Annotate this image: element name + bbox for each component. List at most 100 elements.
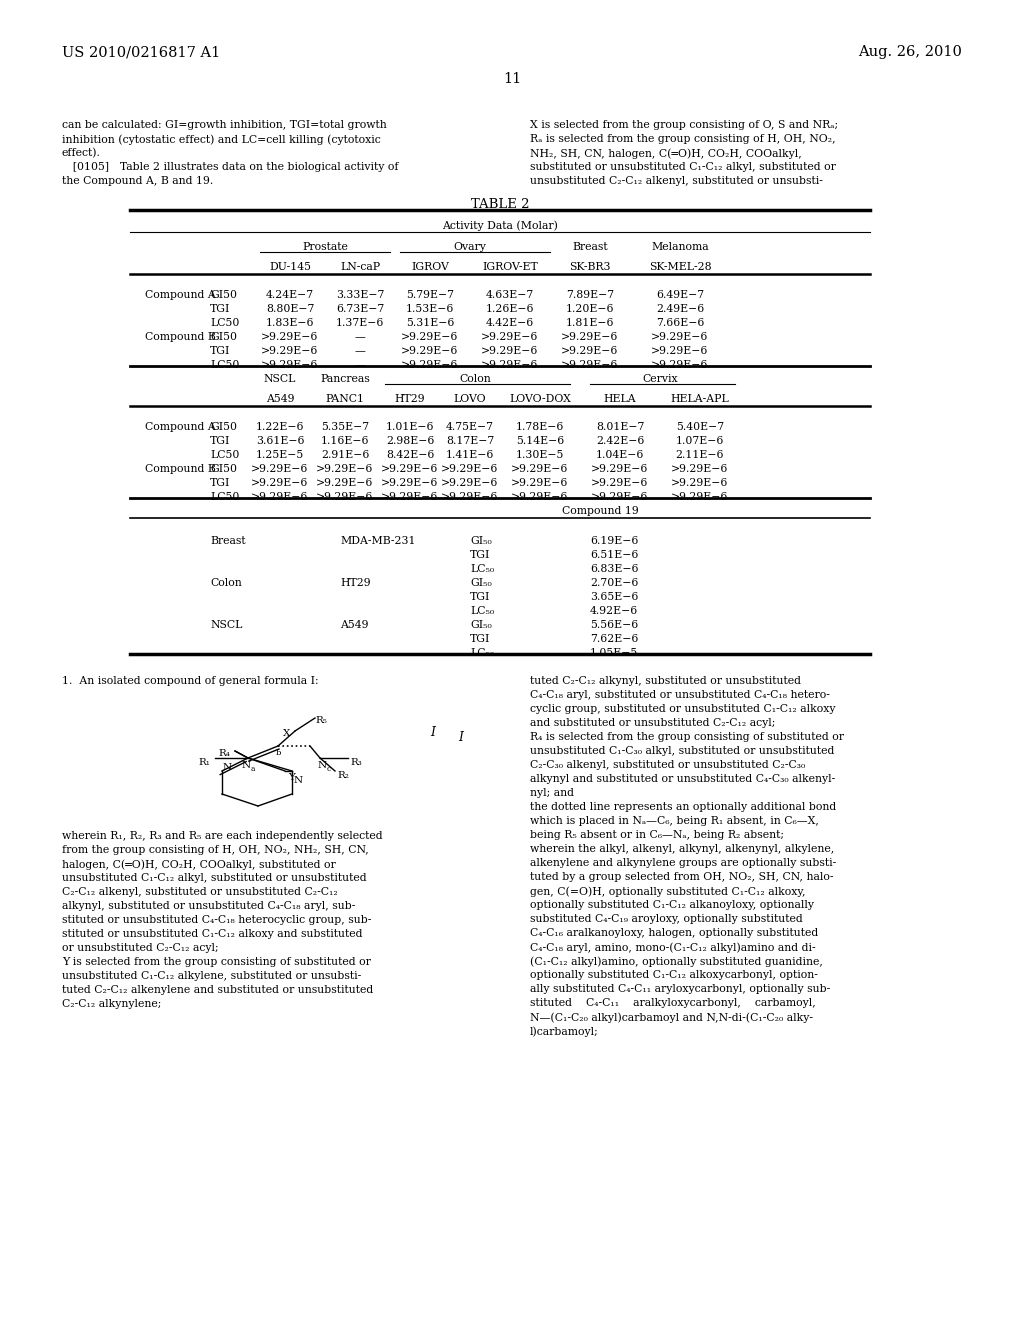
Text: 6.51E−6: 6.51E−6 bbox=[590, 550, 638, 560]
Text: TGI: TGI bbox=[210, 436, 230, 446]
Text: l)carbamoyl;: l)carbamoyl; bbox=[530, 1026, 599, 1036]
Text: LC50: LC50 bbox=[210, 318, 240, 327]
Text: >9.29E−6: >9.29E−6 bbox=[511, 478, 568, 488]
Text: 5.79E−7: 5.79E−7 bbox=[406, 290, 454, 300]
Text: C₄-C₁₈ aryl, substituted or unsubstituted C₄-C₁₈ hetero-: C₄-C₁₈ aryl, substituted or unsubstitute… bbox=[530, 690, 829, 700]
Text: 6.19E−6: 6.19E−6 bbox=[590, 536, 638, 546]
Text: Colon: Colon bbox=[210, 578, 242, 587]
Text: ally substituted C₄-C₁₁ aryloxycarbonyl, optionally sub-: ally substituted C₄-C₁₁ aryloxycarbonyl,… bbox=[530, 983, 830, 994]
Text: LC₅₀: LC₅₀ bbox=[470, 564, 495, 574]
Text: GI₅₀: GI₅₀ bbox=[470, 578, 492, 587]
Text: HT29: HT29 bbox=[394, 393, 425, 404]
Text: R₅: R₅ bbox=[315, 715, 327, 725]
Text: 4.24E−7: 4.24E−7 bbox=[266, 290, 314, 300]
Text: alkynyl and substituted or unsubstituted C₄-C₃₀ alkenyl-: alkynyl and substituted or unsubstituted… bbox=[530, 774, 836, 784]
Text: >9.29E−6: >9.29E−6 bbox=[481, 360, 539, 370]
Text: tuted C₂-C₁₂ alkynyl, substituted or unsubstituted: tuted C₂-C₁₂ alkynyl, substituted or uns… bbox=[530, 676, 801, 686]
Text: 4.92E−6: 4.92E−6 bbox=[590, 606, 638, 616]
Text: 2.70E−6: 2.70E−6 bbox=[590, 578, 638, 587]
Text: HT29: HT29 bbox=[340, 578, 371, 587]
Text: A549: A549 bbox=[266, 393, 294, 404]
Text: I: I bbox=[458, 731, 463, 744]
Text: tuted C₂-C₁₂ alkenylene and substituted or unsubstituted: tuted C₂-C₁₂ alkenylene and substituted … bbox=[62, 985, 374, 995]
Text: Compound B: Compound B bbox=[145, 333, 216, 342]
Text: >9.29E−6: >9.29E−6 bbox=[401, 333, 459, 342]
Text: nyl; and: nyl; and bbox=[530, 788, 574, 799]
Text: 11: 11 bbox=[503, 73, 521, 86]
Text: C₂-C₁₂ alkynylene;: C₂-C₁₂ alkynylene; bbox=[62, 999, 162, 1008]
Text: 3.65E−6: 3.65E−6 bbox=[590, 591, 638, 602]
Text: C₂-C₁₂ alkenyl, substituted or unsubstituted C₂-C₁₂: C₂-C₁₂ alkenyl, substituted or unsubstit… bbox=[62, 887, 338, 898]
Text: X is selected from the group consisting of O, S and NRₐ;: X is selected from the group consisting … bbox=[530, 120, 838, 129]
Text: 1.  An isolated compound of general formula I:: 1. An isolated compound of general formu… bbox=[62, 676, 318, 686]
Text: a: a bbox=[251, 766, 255, 774]
Text: 1.53E−6: 1.53E−6 bbox=[406, 304, 455, 314]
Text: TGI: TGI bbox=[210, 478, 230, 488]
Text: C₄-C₁₈ aryl, amino, mono-(C₁-C₁₂ alkyl)amino and di-: C₄-C₁₈ aryl, amino, mono-(C₁-C₁₂ alkyl)a… bbox=[530, 942, 816, 953]
Text: LC50: LC50 bbox=[210, 492, 240, 502]
Text: Colon: Colon bbox=[459, 374, 490, 384]
Text: >9.29E−6: >9.29E−6 bbox=[251, 478, 308, 488]
Text: Breast: Breast bbox=[572, 242, 608, 252]
Text: [0105] Table 2 illustrates data on the biological activity of: [0105] Table 2 illustrates data on the b… bbox=[62, 162, 398, 172]
Text: unsubstituted C₁-C₁₂ alkyl, substituted or unsubstituted: unsubstituted C₁-C₁₂ alkyl, substituted … bbox=[62, 873, 367, 883]
Text: optionally substituted C₁-C₁₂ alkoxycarbonyl, option-: optionally substituted C₁-C₁₂ alkoxycarb… bbox=[530, 970, 818, 979]
Text: HELA: HELA bbox=[604, 393, 636, 404]
Text: 4.75E−7: 4.75E−7 bbox=[446, 422, 494, 432]
Text: >9.29E−6: >9.29E−6 bbox=[561, 360, 618, 370]
Text: 8.80E−7: 8.80E−7 bbox=[266, 304, 314, 314]
Text: >9.29E−6: >9.29E−6 bbox=[591, 478, 648, 488]
Text: Compound B: Compound B bbox=[145, 465, 216, 474]
Text: C₂-C₃₀ alkenyl, substituted or unsubstituted C₂-C₃₀: C₂-C₃₀ alkenyl, substituted or unsubstit… bbox=[530, 760, 805, 770]
Text: 2.91E−6: 2.91E−6 bbox=[321, 450, 370, 459]
Text: >9.29E−6: >9.29E−6 bbox=[511, 492, 568, 502]
Text: tuted by a group selected from OH, NO₂, SH, CN, halo-: tuted by a group selected from OH, NO₂, … bbox=[530, 873, 834, 882]
Text: N: N bbox=[317, 762, 327, 770]
Text: >9.29E−6: >9.29E−6 bbox=[591, 492, 648, 502]
Text: 4.63E−7: 4.63E−7 bbox=[485, 290, 535, 300]
Text: substituted or unsubstituted C₁-C₁₂ alkyl, substituted or: substituted or unsubstituted C₁-C₁₂ alky… bbox=[530, 162, 836, 172]
Text: wherein the alkyl, alkenyl, alkynyl, alkenynyl, alkylene,: wherein the alkyl, alkenyl, alkynyl, alk… bbox=[530, 843, 835, 854]
Text: A549: A549 bbox=[340, 620, 369, 630]
Text: IGROV: IGROV bbox=[411, 261, 449, 272]
Text: (C₁-C₁₂ alkyl)amino, optionally substituted guanidine,: (C₁-C₁₂ alkyl)amino, optionally substitu… bbox=[530, 956, 823, 966]
Text: substituted C₄-C₁₉ aroyloxy, optionally substituted: substituted C₄-C₁₉ aroyloxy, optionally … bbox=[530, 913, 803, 924]
Text: GI₅₀: GI₅₀ bbox=[470, 536, 492, 546]
Text: R₁: R₁ bbox=[198, 758, 210, 767]
Text: 6.49E−7: 6.49E−7 bbox=[656, 290, 705, 300]
Text: 2.11E−6: 2.11E−6 bbox=[676, 450, 724, 459]
Text: —: — bbox=[354, 360, 366, 370]
Text: US 2010/0216817 A1: US 2010/0216817 A1 bbox=[62, 45, 220, 59]
Text: X: X bbox=[284, 729, 291, 738]
Text: 8.17E−7: 8.17E−7 bbox=[445, 436, 495, 446]
Text: stituted or unsubstituted C₄-C₁₈ heterocyclic group, sub-: stituted or unsubstituted C₄-C₁₈ heteroc… bbox=[62, 915, 372, 925]
Text: LC50: LC50 bbox=[210, 450, 240, 459]
Text: >9.29E−6: >9.29E−6 bbox=[441, 492, 499, 502]
Text: Cervix: Cervix bbox=[642, 374, 678, 384]
Text: 4.42E−6: 4.42E−6 bbox=[485, 318, 535, 327]
Text: LN-caP: LN-caP bbox=[340, 261, 380, 272]
Text: PANC1: PANC1 bbox=[326, 393, 365, 404]
Text: unsubstituted C₁-C₃₀ alkyl, substituted or unsubstituted: unsubstituted C₁-C₃₀ alkyl, substituted … bbox=[530, 746, 835, 756]
Text: N: N bbox=[242, 762, 251, 770]
Text: Pancreas: Pancreas bbox=[321, 374, 370, 384]
Text: Prostate: Prostate bbox=[302, 242, 348, 252]
Text: Compound A: Compound A bbox=[145, 290, 216, 300]
Text: GI₅₀: GI₅₀ bbox=[470, 620, 492, 630]
Text: 1.04E−6: 1.04E−6 bbox=[596, 450, 644, 459]
Text: LC₅₀: LC₅₀ bbox=[470, 648, 495, 657]
Text: TGI: TGI bbox=[470, 634, 490, 644]
Text: IGROV-ET: IGROV-ET bbox=[482, 261, 538, 272]
Text: >9.29E−6: >9.29E−6 bbox=[261, 346, 318, 356]
Text: R₄ is selected from the group consisting of substituted or: R₄ is selected from the group consisting… bbox=[530, 733, 844, 742]
Text: >9.29E−6: >9.29E−6 bbox=[381, 465, 438, 474]
Text: —: — bbox=[354, 346, 366, 356]
Text: >9.29E−6: >9.29E−6 bbox=[511, 465, 568, 474]
Text: 1.01E−6: 1.01E−6 bbox=[386, 422, 434, 432]
Text: Rₐ is selected from the group consisting of H, OH, NO₂,: Rₐ is selected from the group consisting… bbox=[530, 135, 836, 144]
Text: 5.40E−7: 5.40E−7 bbox=[676, 422, 724, 432]
Text: HELA-APL: HELA-APL bbox=[671, 393, 729, 404]
Text: LOVO: LOVO bbox=[454, 393, 486, 404]
Text: >9.29E−6: >9.29E−6 bbox=[251, 492, 308, 502]
Text: gen, C(=O)H, optionally substituted C₁-C₁₂ alkoxy,: gen, C(=O)H, optionally substituted C₁-C… bbox=[530, 886, 806, 896]
